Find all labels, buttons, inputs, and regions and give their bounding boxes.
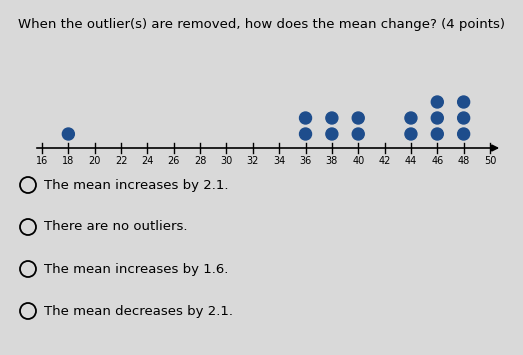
Circle shape bbox=[458, 112, 470, 124]
Text: 44: 44 bbox=[405, 156, 417, 166]
Text: 38: 38 bbox=[326, 156, 338, 166]
Text: 46: 46 bbox=[431, 156, 444, 166]
Text: 36: 36 bbox=[299, 156, 312, 166]
Text: 30: 30 bbox=[220, 156, 233, 166]
Text: 28: 28 bbox=[194, 156, 206, 166]
Circle shape bbox=[405, 128, 417, 140]
Circle shape bbox=[431, 112, 444, 124]
Circle shape bbox=[326, 112, 338, 124]
Circle shape bbox=[62, 128, 74, 140]
Text: When the outlier(s) are removed, how does the mean change? (4 points): When the outlier(s) are removed, how doe… bbox=[18, 18, 505, 31]
Text: 48: 48 bbox=[458, 156, 470, 166]
Circle shape bbox=[405, 112, 417, 124]
Circle shape bbox=[458, 96, 470, 108]
Circle shape bbox=[458, 128, 470, 140]
Text: 18: 18 bbox=[62, 156, 74, 166]
Text: 32: 32 bbox=[247, 156, 259, 166]
Text: 24: 24 bbox=[141, 156, 154, 166]
Text: There are no outliers.: There are no outliers. bbox=[44, 220, 188, 234]
Text: The mean increases by 2.1.: The mean increases by 2.1. bbox=[44, 179, 229, 191]
Text: 22: 22 bbox=[115, 156, 127, 166]
Text: 16: 16 bbox=[36, 156, 48, 166]
Circle shape bbox=[300, 128, 312, 140]
Text: 20: 20 bbox=[88, 156, 101, 166]
Text: 42: 42 bbox=[379, 156, 391, 166]
Text: The mean decreases by 2.1.: The mean decreases by 2.1. bbox=[44, 305, 233, 317]
Text: 26: 26 bbox=[167, 156, 180, 166]
Circle shape bbox=[431, 96, 444, 108]
Text: 40: 40 bbox=[352, 156, 365, 166]
Text: The mean increases by 1.6.: The mean increases by 1.6. bbox=[44, 262, 229, 275]
Text: 50: 50 bbox=[484, 156, 496, 166]
Circle shape bbox=[431, 128, 444, 140]
Circle shape bbox=[326, 128, 338, 140]
Circle shape bbox=[352, 112, 364, 124]
Text: 34: 34 bbox=[273, 156, 286, 166]
Circle shape bbox=[300, 112, 312, 124]
Circle shape bbox=[352, 128, 364, 140]
